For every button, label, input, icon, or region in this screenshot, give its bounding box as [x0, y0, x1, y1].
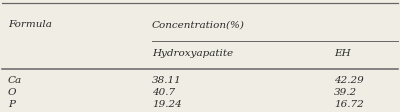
Text: Formula: Formula [8, 20, 52, 29]
Text: Concentration(%): Concentration(%) [152, 20, 245, 29]
Text: Hydroxyapatite: Hydroxyapatite [152, 49, 233, 58]
Text: P: P [8, 100, 15, 109]
Text: 40.7: 40.7 [152, 88, 175, 97]
Text: 39.2: 39.2 [334, 88, 357, 97]
Text: Ca: Ca [8, 76, 22, 85]
Text: 16.72: 16.72 [334, 100, 364, 109]
Text: 19.24: 19.24 [152, 100, 182, 109]
Text: 42.29: 42.29 [334, 76, 364, 85]
Text: 38.11: 38.11 [152, 76, 182, 85]
Text: EH: EH [334, 49, 351, 58]
Text: O: O [8, 88, 16, 97]
